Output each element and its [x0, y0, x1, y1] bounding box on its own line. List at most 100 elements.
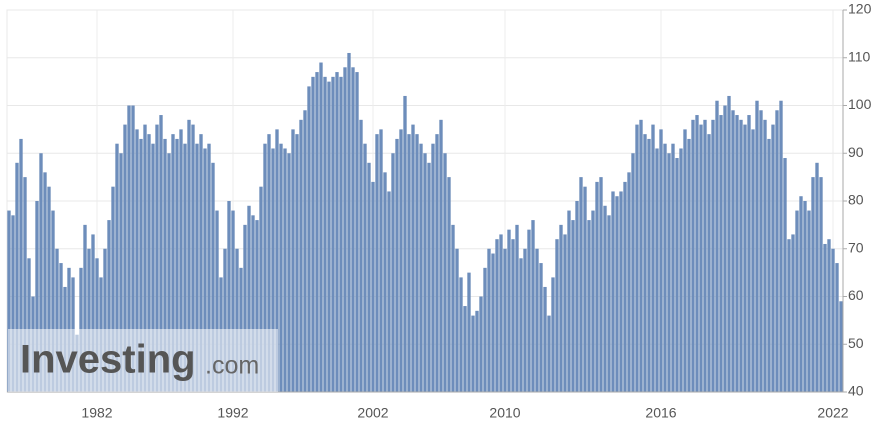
watermark-box: [8, 329, 278, 392]
bar: [195, 143, 199, 392]
bar: [199, 134, 203, 392]
bar: [623, 181, 627, 392]
bar: [371, 181, 375, 392]
bar: [7, 210, 11, 392]
bar: [395, 138, 399, 392]
bar: [671, 143, 675, 392]
watermark-suffix: .com: [205, 352, 259, 380]
bar: [735, 115, 739, 393]
bar: [539, 263, 543, 392]
bar: [227, 201, 231, 392]
bar: [287, 153, 291, 392]
bar: [743, 124, 747, 392]
y-tick-label: 50: [848, 335, 864, 351]
bar: [283, 148, 287, 392]
bar: [327, 81, 331, 392]
bar: [331, 76, 335, 392]
bar: [619, 191, 623, 392]
bar: [183, 143, 187, 392]
bar: [131, 105, 135, 392]
bar: [643, 134, 647, 392]
bar: [455, 248, 459, 392]
bar: [111, 186, 115, 392]
bar: [651, 124, 655, 392]
bar: [523, 248, 527, 392]
bar: [555, 239, 559, 392]
bar: [635, 124, 639, 392]
bar: [731, 110, 735, 393]
bar: [355, 72, 359, 392]
bar: [299, 119, 303, 392]
bar: [203, 148, 207, 392]
bar: [443, 153, 447, 392]
y-tick-label: 120: [848, 1, 872, 17]
bar: [267, 134, 271, 392]
y-tick-label: 100: [848, 96, 872, 112]
bar: [535, 248, 539, 392]
bar: [459, 277, 463, 392]
bar: [307, 86, 311, 393]
bar: [479, 296, 483, 392]
x-tick-label: 2016: [645, 405, 676, 421]
bar: [91, 234, 95, 392]
bar: [807, 210, 811, 392]
bar: [83, 224, 87, 392]
bar: [251, 215, 255, 392]
bar: [719, 115, 723, 393]
bar: [407, 134, 411, 392]
bar: [291, 129, 295, 392]
bar: [11, 215, 15, 392]
x-tick-label: 2022: [817, 405, 848, 421]
bar: [223, 248, 227, 392]
bar: [375, 134, 379, 392]
bar: [795, 210, 799, 392]
bar: [615, 196, 619, 392]
bar: [323, 76, 327, 392]
bar: [303, 110, 307, 393]
bar: [587, 220, 591, 392]
bar: [279, 143, 283, 392]
bar: [563, 234, 567, 392]
bar: [583, 186, 587, 392]
bar: [439, 119, 443, 392]
bar: [383, 172, 387, 392]
y-tick-label: 60: [848, 287, 864, 303]
bar: [595, 181, 599, 392]
bar: [155, 124, 159, 392]
bar: [723, 105, 727, 392]
bar: [211, 162, 215, 392]
bar: [135, 129, 139, 392]
bar: [27, 258, 31, 392]
bar: [247, 205, 251, 392]
y-tick-label: 90: [848, 144, 864, 160]
bar: [271, 148, 275, 392]
bar: [403, 95, 407, 392]
bar: [255, 220, 259, 392]
bar: [107, 220, 111, 392]
bar: [435, 134, 439, 392]
bar: [55, 248, 59, 392]
bar: [215, 210, 219, 392]
bar: [163, 138, 167, 392]
bar: [295, 134, 299, 392]
bar: [35, 201, 39, 392]
bar: [543, 286, 547, 392]
bar: [507, 229, 511, 392]
bar: [767, 138, 771, 392]
bar: [231, 210, 235, 392]
x-tick-label: 1982: [81, 405, 112, 421]
bar: [235, 248, 239, 392]
bar: [687, 138, 691, 392]
bar: [831, 248, 835, 392]
bar: [51, 210, 55, 392]
bar: [515, 224, 519, 392]
bar: [487, 248, 491, 392]
bar: [411, 124, 415, 392]
bar: [611, 191, 615, 392]
bar: [599, 177, 603, 392]
bar: [747, 115, 751, 393]
bar: [559, 224, 563, 392]
bar: [727, 95, 731, 392]
bar: [811, 177, 815, 392]
